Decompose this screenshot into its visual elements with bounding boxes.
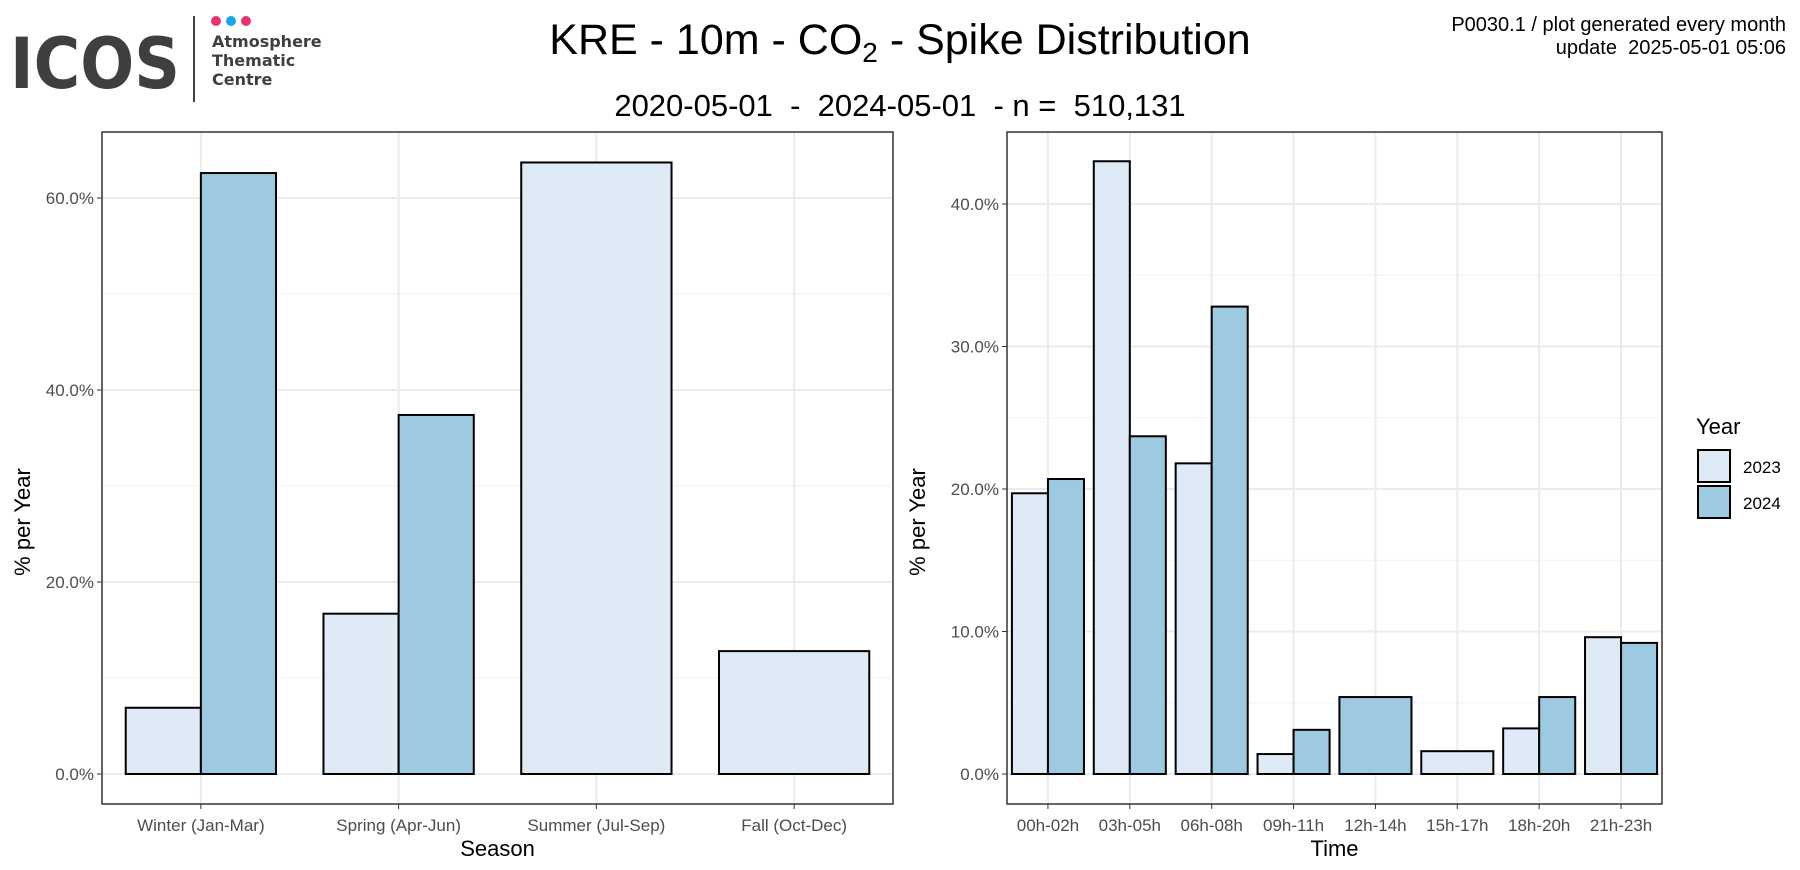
x-tick-label: Winter (Jan-Mar) — [137, 816, 265, 835]
bar-2023 — [1010, 492, 1049, 775]
y-axis-title: % per Year — [905, 468, 930, 576]
x-tick-label: 00h-02h — [1017, 816, 1079, 835]
x-axis-title: Time — [1310, 836, 1358, 861]
legend-swatch-2023 — [1697, 449, 1731, 483]
bar-2023 — [124, 706, 202, 776]
y-tick-label: 0.0% — [55, 765, 94, 784]
bar-2023 — [1502, 727, 1541, 776]
y-tick-label: 10.0% — [951, 623, 999, 642]
bar-2023 — [1174, 462, 1213, 775]
bar-2023 — [717, 650, 871, 775]
icos-logo: ICOS Atmosphere Thematic Centre — [10, 16, 322, 105]
bar-2024 — [1292, 728, 1331, 776]
y-tick-label: 40.0% — [46, 381, 94, 400]
y-tick-label: 20.0% — [951, 480, 999, 499]
bar-2024 — [199, 172, 278, 776]
x-tick-label: 03h-05h — [1099, 816, 1161, 835]
y-tick-label: 60.0% — [46, 189, 94, 208]
x-tick-label: 12h-14h — [1344, 816, 1406, 835]
y-axis-title: % per Year — [10, 468, 35, 576]
x-tick-label: 18h-20h — [1508, 816, 1570, 835]
bar-2024 — [1128, 435, 1167, 775]
plot-border — [101, 131, 894, 805]
bar-2023 — [1092, 160, 1131, 775]
bar-2023 — [1420, 750, 1495, 776]
plot-border — [1006, 131, 1663, 805]
y-tick-label: 20.0% — [46, 573, 94, 592]
logo-wordmark: ICOS — [10, 23, 180, 105]
title-subscript: 2 — [862, 37, 878, 68]
bar-2024 — [1538, 696, 1577, 775]
x-tick-label: 09h-11h — [1263, 816, 1324, 835]
bar-2023 — [520, 161, 673, 776]
logo-dot-icon — [226, 16, 236, 26]
chart-subtitle: 2020-05-01 - 2024-05-01 - n = 510,131 — [614, 88, 1186, 123]
x-tick-label: 21h-23h — [1590, 816, 1652, 835]
bar-2024 — [1620, 641, 1659, 776]
title-suffix: - Spike Distribution — [877, 16, 1251, 64]
bar-2023 — [322, 612, 400, 775]
logo-dot-icon — [241, 16, 251, 26]
meta-update: update 2025-05-01 05:06 — [1555, 37, 1786, 59]
y-tick-label: 30.0% — [951, 338, 999, 357]
bar-2024 — [397, 413, 475, 775]
plot-meta: P0030.1 / plot generated every month upd… — [1451, 14, 1786, 60]
x-tick-label: Fall (Oct-Dec) — [741, 816, 847, 835]
logo-dot-icon — [211, 16, 221, 26]
x-axis-title: Season — [460, 836, 535, 861]
logo-line-3: Centre — [212, 70, 273, 89]
x-tick-label: Spring (Apr-Jun) — [336, 816, 461, 835]
logo-line-2: Thematic — [212, 51, 295, 70]
x-tick-label: 15h-17h — [1426, 816, 1488, 835]
bar-2024 — [1046, 478, 1085, 775]
y-tick-label: 0.0% — [960, 765, 999, 784]
legend-label: 2024 — [1743, 494, 1781, 513]
title-prefix: KRE - 10m - CO — [549, 16, 863, 64]
bar-2024 — [1338, 696, 1413, 775]
x-tick-label: Summer (Jul-Sep) — [527, 816, 665, 835]
logo-line-1: Atmosphere — [212, 32, 322, 51]
chart-title: KRE - 10m - CO2 - Spike Distribution — [0, 16, 1800, 69]
bar-2024 — [1210, 305, 1249, 775]
x-tick-label: 06h-08h — [1180, 816, 1242, 835]
meta-plot-id: P0030.1 / plot generated every month — [1451, 14, 1786, 36]
bar-2023 — [1584, 636, 1623, 776]
bar-2023 — [1256, 753, 1295, 775]
legend-title: Year — [1696, 414, 1740, 439]
legend-swatch-2024 — [1697, 485, 1731, 519]
chart-panel-1: 0.0% 20.0% 40.0% 60.0% Winter (Jan-Mar) Sprin… — [10, 131, 894, 861]
chart-panel-2: 0.0% 10.0% 20.0% 30.0% 40.0% 00h-02h 03h-05h 06… — [905, 131, 1663, 861]
y-tick-label: 40.0% — [951, 195, 999, 214]
legend-label: 2023 — [1743, 458, 1781, 477]
